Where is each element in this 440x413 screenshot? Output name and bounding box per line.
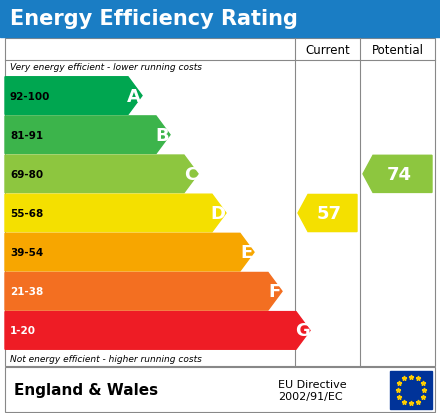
Polygon shape [363, 156, 432, 193]
Polygon shape [5, 116, 170, 154]
Bar [5, 39, 435, 366]
Polygon shape [5, 156, 198, 193]
Text: 39-54: 39-54 [10, 247, 43, 258]
Bar [5, 367, 435, 412]
Polygon shape [298, 195, 357, 232]
Text: 2002/91/EC: 2002/91/EC [278, 391, 343, 401]
Text: 92-100: 92-100 [10, 91, 50, 101]
Text: E: E [240, 244, 253, 261]
Polygon shape [5, 273, 282, 310]
Text: F: F [268, 282, 280, 301]
Bar [390, 371, 432, 409]
Text: D: D [211, 204, 226, 223]
Text: Energy Efficiency Rating: Energy Efficiency Rating [10, 9, 298, 29]
Polygon shape [5, 195, 226, 232]
Polygon shape [5, 78, 142, 115]
Text: B: B [155, 126, 169, 145]
Text: Very energy efficient - lower running costs: Very energy efficient - lower running co… [10, 63, 202, 72]
Text: C: C [183, 166, 197, 183]
Text: 55-68: 55-68 [10, 209, 43, 218]
Text: G: G [295, 322, 310, 339]
Text: 21-38: 21-38 [10, 287, 43, 297]
Text: 1-20: 1-20 [10, 325, 36, 336]
Text: Current: Current [305, 43, 350, 56]
Text: A: A [127, 88, 141, 105]
Polygon shape [5, 234, 254, 271]
Text: England & Wales: England & Wales [14, 382, 158, 398]
Bar [0, 0, 440, 38]
Text: Not energy efficient - higher running costs: Not energy efficient - higher running co… [10, 355, 202, 363]
Text: EU Directive: EU Directive [278, 379, 347, 389]
Text: 74: 74 [387, 166, 412, 183]
Polygon shape [5, 312, 310, 349]
Text: 81-91: 81-91 [10, 131, 43, 140]
Text: 69-80: 69-80 [10, 169, 43, 179]
Text: 57: 57 [317, 204, 342, 223]
Text: Potential: Potential [371, 43, 423, 56]
